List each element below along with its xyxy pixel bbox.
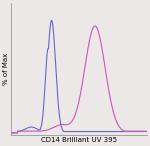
Y-axis label: % of Max: % of Max: [3, 53, 9, 85]
X-axis label: CD14 Brilliant UV 395: CD14 Brilliant UV 395: [41, 137, 117, 142]
